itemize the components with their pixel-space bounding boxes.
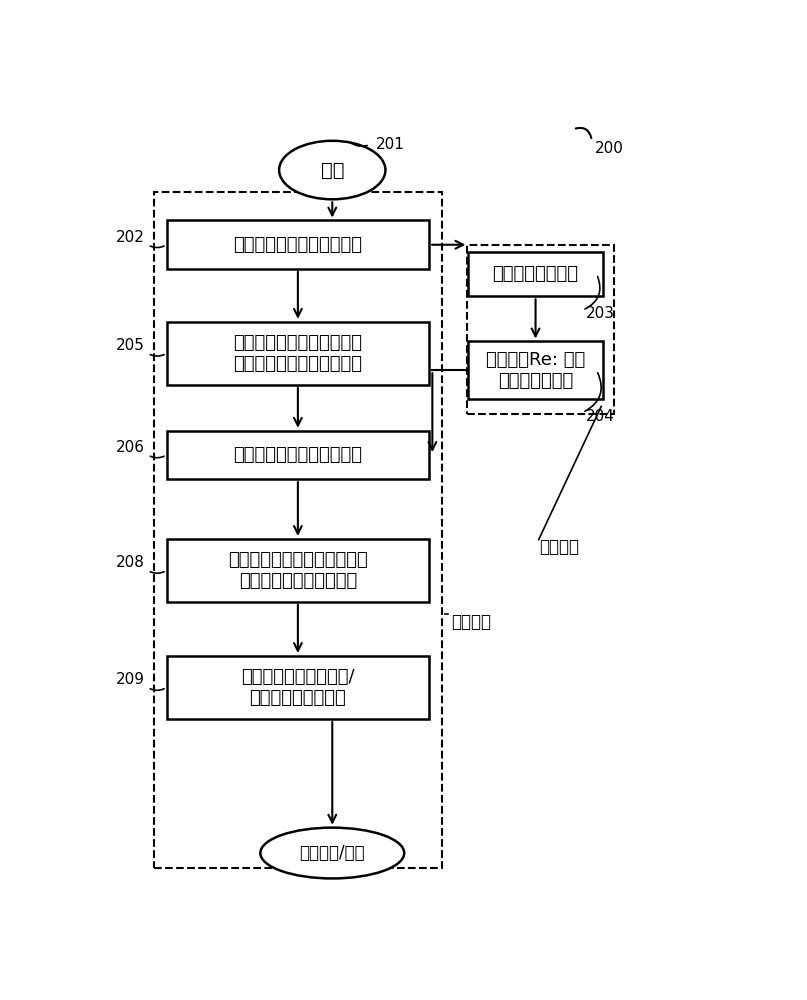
Text: 203: 203 <box>586 306 615 321</box>
Text: 开始: 开始 <box>320 161 344 180</box>
Text: 基于所检测的实际值和目标值
之间的差异产生控制信号: 基于所检测的实际值和目标值 之间的差异产生控制信号 <box>228 551 368 590</box>
Ellipse shape <box>279 141 386 199</box>
Text: 204: 204 <box>586 409 614 424</box>
Text: 为过程特性动态设定目标值: 为过程特性动态设定目标值 <box>233 446 362 464</box>
FancyBboxPatch shape <box>166 220 429 269</box>
Text: 202: 202 <box>115 230 144 245</box>
Text: 200: 200 <box>595 141 624 156</box>
Text: 连续测量过程特性的实际值: 连续测量过程特性的实际值 <box>233 236 362 254</box>
Text: 206: 206 <box>115 440 144 455</box>
FancyBboxPatch shape <box>468 341 603 399</box>
Text: 系统水平: 系统水平 <box>451 613 491 631</box>
Text: 用户水平: 用户水平 <box>539 538 579 556</box>
FancyBboxPatch shape <box>166 322 429 385</box>
FancyBboxPatch shape <box>166 656 429 719</box>
FancyBboxPatch shape <box>166 539 429 602</box>
Text: 208: 208 <box>115 555 144 570</box>
Text: 209: 209 <box>115 672 144 687</box>
Text: 重新开始/结束: 重新开始/结束 <box>299 844 365 862</box>
Text: 将数据传输到基于云的/
远程服务器进行分析: 将数据传输到基于云的/ 远程服务器进行分析 <box>241 668 355 707</box>
Text: 预测对过程特性的控制响应
对相对应的过程变量的影响: 预测对过程特性的控制响应 对相对应的过程变量的影响 <box>233 334 362 373</box>
Text: 205: 205 <box>115 338 144 353</box>
Ellipse shape <box>261 828 404 878</box>
Text: 用户输入Re: 阈值
水平的最佳范围: 用户输入Re: 阈值 水平的最佳范围 <box>486 351 585 390</box>
FancyBboxPatch shape <box>166 431 429 479</box>
FancyBboxPatch shape <box>468 252 603 296</box>
Text: 呼现以向用户显示: 呼现以向用户显示 <box>492 265 579 283</box>
Text: 201: 201 <box>376 137 405 152</box>
